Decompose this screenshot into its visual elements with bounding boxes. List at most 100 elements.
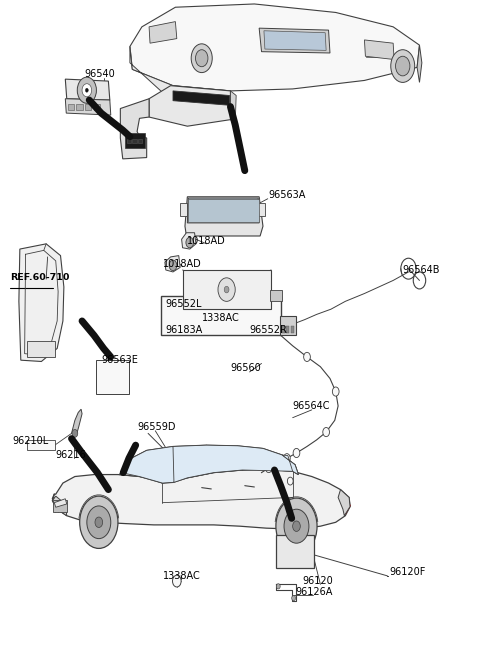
Polygon shape	[280, 316, 297, 335]
Text: REF.60-710: REF.60-710	[10, 272, 70, 282]
Polygon shape	[120, 445, 299, 483]
Text: 96552R: 96552R	[250, 326, 288, 335]
Polygon shape	[165, 255, 180, 272]
Bar	[76, 104, 83, 110]
Bar	[138, 140, 143, 143]
Polygon shape	[282, 455, 299, 475]
Text: 96563E: 96563E	[101, 356, 138, 365]
Polygon shape	[65, 99, 111, 115]
Circle shape	[172, 575, 181, 587]
Polygon shape	[19, 244, 64, 362]
Polygon shape	[259, 28, 330, 53]
Circle shape	[95, 517, 103, 527]
Bar	[276, 535, 314, 568]
Circle shape	[304, 352, 311, 362]
Circle shape	[288, 477, 293, 485]
Polygon shape	[417, 45, 422, 83]
Bar	[182, 270, 271, 309]
Polygon shape	[72, 409, 82, 436]
Text: 1338AC: 1338AC	[202, 313, 240, 323]
Circle shape	[171, 457, 177, 465]
Circle shape	[265, 464, 272, 473]
Polygon shape	[185, 196, 263, 236]
Polygon shape	[264, 31, 326, 50]
Circle shape	[218, 278, 235, 301]
Circle shape	[293, 521, 300, 531]
Polygon shape	[52, 496, 67, 515]
Circle shape	[186, 237, 193, 248]
Circle shape	[82, 84, 92, 97]
Circle shape	[396, 56, 410, 76]
Text: 96563A: 96563A	[269, 190, 306, 200]
Bar	[27, 341, 55, 357]
Bar	[132, 140, 137, 143]
Polygon shape	[173, 86, 230, 107]
Text: 96120F: 96120F	[389, 567, 426, 577]
Text: 96126A: 96126A	[295, 587, 333, 597]
Bar	[258, 203, 265, 216]
Polygon shape	[125, 133, 145, 148]
Polygon shape	[54, 498, 67, 507]
Polygon shape	[120, 99, 149, 159]
Text: 96120: 96120	[302, 576, 333, 586]
Text: 96564C: 96564C	[293, 401, 330, 411]
Bar	[68, 104, 74, 110]
Circle shape	[323, 428, 329, 437]
Bar	[270, 290, 282, 301]
Text: 96552L: 96552L	[166, 299, 202, 309]
Circle shape	[391, 50, 415, 83]
Circle shape	[169, 260, 177, 271]
Polygon shape	[187, 198, 259, 223]
Bar	[96, 360, 129, 394]
Text: 96540: 96540	[84, 69, 115, 79]
Circle shape	[72, 430, 78, 438]
Bar	[180, 203, 187, 216]
Circle shape	[332, 387, 339, 396]
Polygon shape	[130, 47, 173, 102]
Polygon shape	[130, 4, 420, 91]
Text: 96183A: 96183A	[166, 326, 203, 335]
Bar	[53, 500, 67, 512]
Polygon shape	[52, 470, 350, 529]
Circle shape	[293, 449, 300, 458]
Polygon shape	[181, 233, 196, 249]
Circle shape	[284, 454, 290, 463]
Circle shape	[85, 88, 88, 92]
Polygon shape	[173, 445, 299, 482]
Text: 96216: 96216	[56, 449, 86, 460]
Bar	[85, 104, 91, 110]
Circle shape	[87, 506, 111, 538]
Bar	[127, 140, 131, 143]
Circle shape	[77, 77, 96, 103]
Bar	[188, 199, 259, 221]
Circle shape	[276, 584, 280, 589]
Circle shape	[224, 286, 229, 293]
Circle shape	[292, 595, 296, 601]
Circle shape	[276, 498, 317, 554]
Text: 96564B: 96564B	[403, 265, 440, 275]
Bar	[287, 326, 289, 333]
Circle shape	[191, 44, 212, 73]
Bar	[291, 326, 294, 333]
Polygon shape	[149, 22, 177, 43]
Polygon shape	[65, 79, 110, 100]
Text: 1018AD: 1018AD	[163, 259, 202, 269]
Text: 96560: 96560	[230, 364, 261, 373]
Bar	[27, 440, 55, 451]
Circle shape	[195, 50, 208, 67]
Polygon shape	[364, 40, 394, 60]
Polygon shape	[173, 91, 229, 105]
Circle shape	[284, 509, 309, 543]
Text: 96210L: 96210L	[12, 436, 49, 447]
Text: 1338AC: 1338AC	[163, 571, 201, 581]
Bar	[282, 326, 285, 333]
Polygon shape	[149, 86, 230, 126]
Polygon shape	[230, 91, 236, 124]
Bar	[94, 104, 100, 110]
Polygon shape	[338, 489, 350, 515]
Text: 1018AD: 1018AD	[187, 236, 226, 246]
Text: 96559D: 96559D	[137, 422, 176, 432]
Bar	[161, 296, 281, 335]
Circle shape	[80, 496, 118, 548]
Polygon shape	[121, 447, 182, 483]
